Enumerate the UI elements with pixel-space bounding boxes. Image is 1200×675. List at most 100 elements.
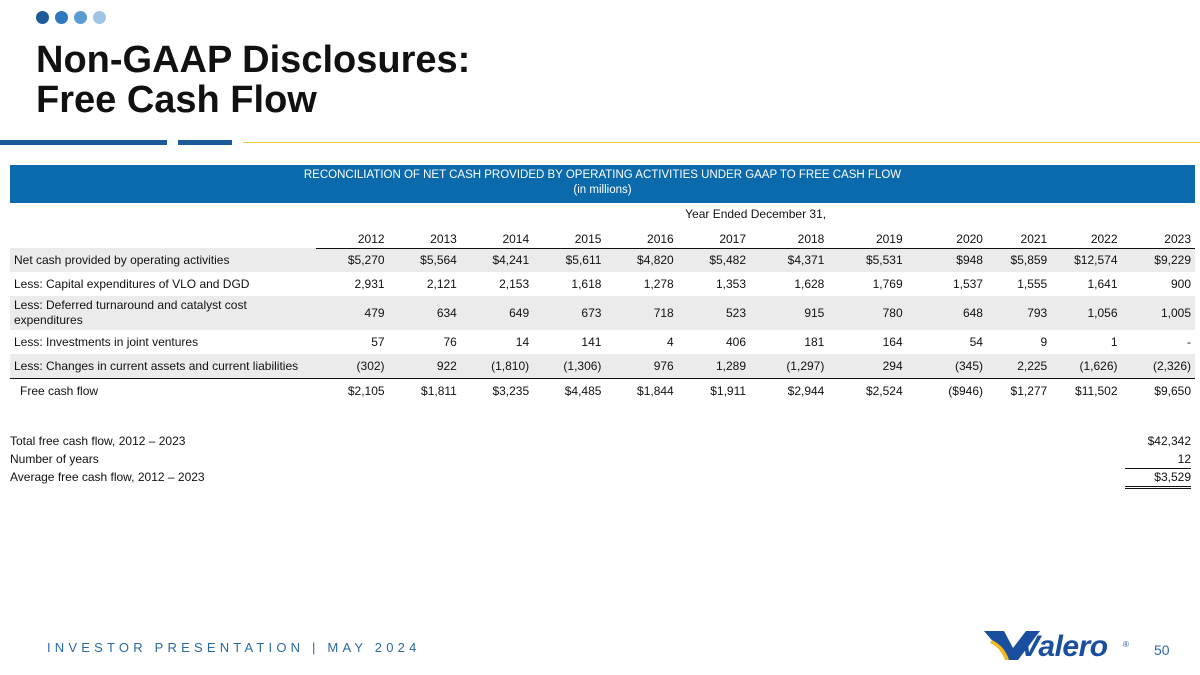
row-value: 57 — [371, 335, 385, 349]
row-label: Free cash flow — [20, 384, 99, 399]
row-value: 793 — [986, 296, 1052, 330]
row-value: $9,229 — [1121, 248, 1195, 272]
logo-wordmark: Valero — [1020, 630, 1108, 663]
footer-text: INVESTOR PRESENTATION | MAY 2024 — [47, 640, 421, 655]
row-value: 1,056 — [1051, 296, 1122, 330]
row-value: $5,611 — [533, 248, 606, 272]
year-header: 2018 — [750, 225, 829, 249]
year-header: 2021 — [986, 225, 1052, 249]
spacer-cell — [10, 203, 316, 225]
dot-1 — [36, 11, 49, 24]
row-value: $1,277 — [1010, 384, 1048, 399]
year-header: 2015 — [533, 225, 606, 249]
row-value: $5,531 — [828, 248, 907, 272]
dot-3 — [74, 11, 87, 24]
summary-row: Number of years 12 — [10, 450, 1195, 469]
table-banner-subtitle: (in millions) — [573, 184, 632, 196]
summary-value: 12 — [1125, 450, 1191, 469]
row-value: 406 — [726, 335, 747, 349]
table-banner: RECONCILIATION OF NET CASH PROVIDED BY O… — [10, 165, 1195, 203]
page-number: 50 — [1154, 642, 1170, 658]
row-value: 1,641 — [1087, 277, 1118, 291]
row-value: 4 — [667, 335, 674, 349]
summary-label: Average free cash flow, 2012 – 2023 — [10, 470, 205, 484]
summary-row: Average free cash flow, 2012 – 2023 $3,52… — [10, 468, 1195, 489]
row-value: 780 — [828, 296, 907, 330]
row-value: $12,574 — [1051, 248, 1122, 272]
row-value: 976 — [605, 354, 678, 379]
row-value: (1,297) — [750, 354, 829, 379]
row-value: 1,353 — [716, 277, 747, 291]
reconciliation-table: Year Ended December 31, 2012 2013 2014 2015 2… — [10, 203, 1195, 404]
row-value: 718 — [605, 296, 678, 330]
row-value: 181 — [804, 335, 825, 349]
summary-value: $3,529 — [1125, 468, 1191, 489]
row-value: - — [1187, 335, 1191, 349]
row-value: $3,235 — [492, 384, 530, 399]
row-value: 479 — [316, 296, 389, 330]
year-caption: Year Ended December 31, — [685, 207, 827, 221]
row-value: 1,005 — [1121, 296, 1195, 330]
row-label: Less: Changes in current assets and curr… — [10, 354, 317, 379]
row-value: $2,524 — [865, 384, 903, 399]
row-value: (2,326) — [1121, 354, 1195, 379]
row-value: 2,931 — [354, 277, 385, 291]
row-value: 1,289 — [677, 354, 751, 379]
row-value: 1,769 — [872, 277, 903, 291]
row-value: 2,225 — [986, 354, 1052, 379]
row-value: 9 — [1040, 335, 1048, 349]
row-value: 54 — [969, 335, 983, 349]
summary-label: Total free cash flow, 2012 – 2023 — [10, 434, 186, 448]
year-header: 2023 — [1121, 225, 1195, 249]
row-value: 2,153 — [499, 277, 530, 291]
table-row: Less: Capital expenditures of VLO and DG… — [10, 272, 1195, 296]
year-header: 2016 — [605, 225, 678, 249]
row-value: 673 — [533, 296, 606, 330]
row-value: $948 — [906, 248, 987, 272]
row-value: $4,820 — [605, 248, 678, 272]
year-caption-row: Year Ended December 31, — [10, 203, 1195, 225]
row-value: 915 — [750, 296, 829, 330]
row-value: 14 — [515, 335, 530, 349]
page-title-line-2: Free Cash Flow — [36, 79, 317, 121]
year-header: 2013 — [388, 225, 461, 249]
year-header-row: 2012 2013 2014 2015 2016 2017 2018 2019 2020 2021… — [10, 225, 1195, 249]
table-row: Less: Investments in joint ventures 57 76 1… — [10, 330, 1195, 354]
row-value: (1,306) — [533, 354, 606, 379]
row-value: 1,537 — [952, 277, 983, 291]
row-value: (302) — [316, 354, 389, 379]
row-value: 2,121 — [426, 277, 457, 291]
row-value: 648 — [906, 296, 987, 330]
row-value: 649 — [460, 296, 534, 330]
row-value: 1,278 — [643, 277, 674, 291]
row-value: $1,811 — [421, 384, 457, 399]
year-header: 2012 — [316, 225, 389, 249]
row-value: ($946) — [948, 384, 983, 399]
row-label: Less: Investments in joint ventures — [14, 335, 199, 349]
year-header: 2017 — [677, 225, 751, 249]
row-value: 523 — [677, 296, 751, 330]
row-value: (1,810) — [460, 354, 534, 379]
year-header: 2019 — [828, 225, 907, 249]
header-dots — [36, 11, 106, 24]
row-value: 922 — [388, 354, 461, 379]
row-value: 76 — [443, 335, 457, 349]
row-value: 1,628 — [794, 277, 825, 291]
year-header: 2022 — [1051, 225, 1122, 249]
title-rule-segment-1 — [0, 140, 167, 145]
row-value: 1,555 — [1017, 277, 1048, 291]
row-value: $11,502 — [1075, 384, 1118, 399]
row-value: $5,270 — [316, 248, 389, 272]
row-value: $2,105 — [347, 384, 385, 399]
row-value: 634 — [388, 296, 461, 330]
free-cash-flow-row: Free cash flow $2,105 $1,811 $3,235 $4,485 $1… — [10, 378, 1195, 404]
row-value: $4,371 — [750, 248, 829, 272]
row-value: 1,618 — [571, 277, 602, 291]
row-value: $9,650 — [1154, 384, 1191, 399]
valero-logo-icon — [984, 631, 1040, 660]
row-value: $5,482 — [677, 248, 751, 272]
table-row: Net cash provided by operating activitie… — [10, 248, 1195, 272]
table-banner-title: RECONCILIATION OF NET CASH PROVIDED BY O… — [303, 169, 902, 181]
row-value: $1,911 — [710, 384, 747, 399]
dot-2 — [55, 11, 68, 24]
